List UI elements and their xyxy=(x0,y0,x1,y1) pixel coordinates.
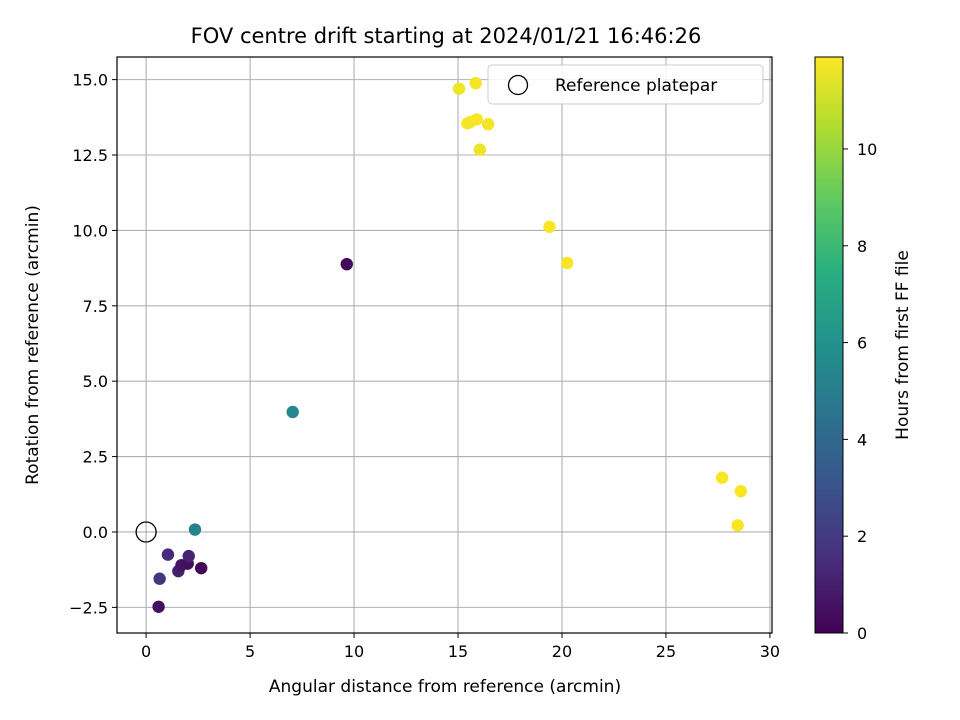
x-tick-label: 30 xyxy=(760,642,780,661)
colorbar-tick-label: 0 xyxy=(857,624,867,643)
y-axis-ticks: −2.5 0.0 2.5 5.0 7.5 10.0 12.5 15.0 xyxy=(69,71,117,617)
scatter-point xyxy=(161,548,175,561)
scatter-point xyxy=(731,519,744,532)
y-tick-label: 7.5 xyxy=(83,297,108,316)
colorbar-tick-label: 10 xyxy=(857,140,877,159)
colorbar-label: Hours from first FF file xyxy=(893,250,913,440)
x-tick-label: 0 xyxy=(141,642,151,661)
scatter-point xyxy=(452,82,466,95)
colorbar-tick-label: 4 xyxy=(857,430,867,449)
legend-entry-label: Reference platepar xyxy=(555,76,717,96)
scatter-point xyxy=(470,113,483,126)
scatter-point xyxy=(469,77,482,90)
colorbar-tick-label: 6 xyxy=(857,334,867,353)
y-axis-label: Rotation from reference (arcmin) xyxy=(23,205,43,485)
scatter-point xyxy=(481,118,495,131)
colorbar: 0 2 4 6 8 10 Hours from first FF file xyxy=(814,56,913,643)
x-tick-label: 5 xyxy=(245,642,255,661)
y-tick-label: −2.5 xyxy=(69,598,108,617)
scatter-point xyxy=(715,471,729,484)
y-tick-label: 2.5 xyxy=(83,448,108,467)
scatter-point xyxy=(473,143,487,156)
colorbar-ticks: 0 2 4 6 8 10 xyxy=(843,140,877,643)
x-tick-label: 20 xyxy=(552,642,572,661)
x-tick-label: 15 xyxy=(448,642,468,661)
x-tick-label: 25 xyxy=(656,642,676,661)
x-tick-label: 10 xyxy=(344,642,364,661)
x-axis-ticks: 0 5 10 15 20 25 30 xyxy=(141,633,780,661)
scatter-points xyxy=(152,77,748,613)
colorbar-tick-label: 2 xyxy=(857,527,867,546)
scatter-point xyxy=(182,549,195,563)
scatter-point xyxy=(195,561,208,575)
scatter-point xyxy=(188,523,202,536)
scatter-point xyxy=(152,600,165,613)
scatter-point xyxy=(543,220,556,233)
colorbar-tick-label: 8 xyxy=(857,237,867,256)
legend-box xyxy=(487,64,764,105)
scatter-point xyxy=(560,256,574,270)
scatter-point xyxy=(734,485,748,498)
reference-platepar-marker xyxy=(135,521,157,543)
y-tick-label: 5.0 xyxy=(83,372,108,391)
scatter-point xyxy=(286,405,299,419)
legend-reference-marker xyxy=(507,74,529,96)
colorbar-gradient xyxy=(814,56,844,634)
x-axis-label: Angular distance from reference (arcmin) xyxy=(269,677,621,697)
chart-title: FOV centre drift starting at 2024/01/21 … xyxy=(191,24,702,48)
y-tick-label: 12.5 xyxy=(72,146,108,165)
scatter-point xyxy=(153,572,166,585)
axes xyxy=(116,56,773,634)
grid xyxy=(117,57,772,633)
scatter-point xyxy=(340,257,353,271)
legend: Reference platepar xyxy=(487,64,764,105)
y-tick-label: 10.0 xyxy=(72,221,108,240)
y-tick-label: 15.0 xyxy=(72,71,108,90)
y-tick-label: 0.0 xyxy=(83,523,108,542)
plot-frame xyxy=(116,56,773,634)
reference-marker xyxy=(135,521,157,543)
